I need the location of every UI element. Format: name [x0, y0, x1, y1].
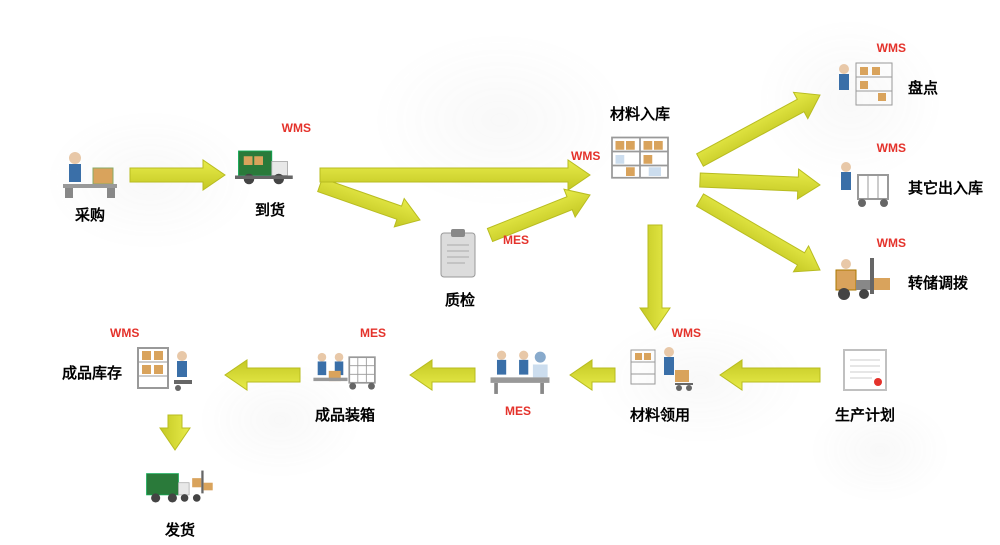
tag-other_io: WMS — [877, 141, 906, 155]
label-ship: 发货 — [145, 519, 215, 540]
label-arrival: 到货 — [235, 199, 305, 220]
node-stocktake: WMS 盘点 — [830, 55, 900, 115]
label-stocktake: 盘点 — [908, 77, 938, 98]
label-mat_in: 材料入库 — [610, 103, 670, 124]
node-packing: MES 成品装箱 — [310, 340, 380, 425]
label-transfer: 转储调拨 — [908, 272, 968, 293]
icon-other_io: WMS — [830, 155, 900, 215]
node-arrival: WMS 到货 — [235, 135, 305, 220]
node-mat_use: WMS 材料领用 — [625, 340, 695, 425]
icon-fg_stock: WMS — [130, 340, 200, 400]
icon-qc: MES — [425, 225, 495, 285]
icon-plan — [830, 340, 900, 400]
icon-purchase — [55, 140, 125, 200]
label-fg_stock: 成品库存 — [62, 362, 122, 383]
icon-ship — [145, 455, 215, 515]
node-assembly: MES — [485, 340, 555, 400]
label-packing: 成品装箱 — [310, 404, 380, 425]
node-mat_in: WMS 材料入库 — [605, 125, 675, 185]
icon-mat_use: WMS — [625, 340, 695, 400]
tag-fg_stock: WMS — [110, 326, 139, 340]
tag-qc: MES — [503, 233, 529, 247]
node-purchase: 采购 — [55, 140, 125, 225]
tag-transfer: WMS — [877, 236, 906, 250]
node-other_io: WMS 其它出入库 — [830, 155, 900, 215]
node-ship: 发货 — [145, 455, 215, 540]
node-fg_stock: WMS 成品库存 — [130, 340, 200, 400]
icon-packing: MES — [310, 340, 380, 400]
icon-stocktake: WMS — [830, 55, 900, 115]
tag-arrival: WMS — [282, 121, 311, 135]
tag-packing: MES — [360, 326, 386, 340]
node-transfer: WMS 转储调拨 — [830, 250, 900, 310]
tag-mat_in: WMS — [571, 149, 600, 163]
node-plan: 生产计划 — [830, 340, 900, 425]
node-qc: MES 质检 — [425, 225, 495, 310]
label-other_io: 其它出入库 — [908, 177, 983, 198]
label-plan: 生产计划 — [830, 404, 900, 425]
tag-stocktake: WMS — [877, 41, 906, 55]
icon-mat_in: WMS — [605, 125, 675, 185]
tag-mat_use: WMS — [672, 326, 701, 340]
label-mat_use: 材料领用 — [625, 404, 695, 425]
icon-transfer: WMS — [830, 250, 900, 310]
tag-assembly: MES — [505, 404, 531, 418]
icon-assembly: MES — [485, 340, 555, 400]
label-qc: 质检 — [425, 289, 495, 310]
label-purchase: 采购 — [55, 204, 125, 225]
icon-arrival: WMS — [235, 135, 305, 195]
